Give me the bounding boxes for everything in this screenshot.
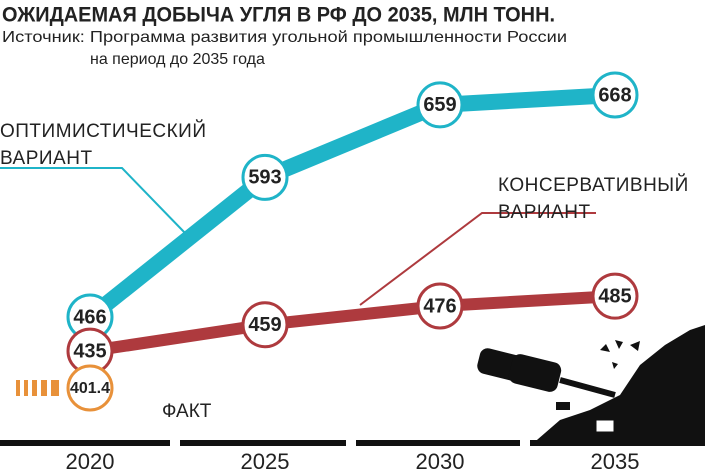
axis-bar <box>0 440 705 446</box>
chart-title: ОЖИДАЕМАЯ ДОБЫЧА УГЛЯ В РФ ДО 2035, МЛН … <box>2 4 555 27</box>
value-label: 593 <box>248 167 281 189</box>
value-label: 401.4 <box>70 380 110 397</box>
point-marker <box>66 364 114 412</box>
series-line <box>85 87 616 324</box>
fact-stripes <box>16 380 59 396</box>
legend-optimistic: ОПТИМИСТИЧЕСКИЙ ВАРИАНТ <box>0 121 207 169</box>
series-label: КОНСЕРВАТИВНЫЙ ВАРИАНТ <box>498 175 689 223</box>
value-label: 476 <box>423 295 456 317</box>
leader-line <box>359 212 596 306</box>
series-label: ФАКТ <box>162 401 212 422</box>
series-label: ОПТИМИСТИЧЕСКИЙ ВАРИАНТ <box>0 121 207 169</box>
value-label: 459 <box>248 314 281 336</box>
point-marker <box>416 282 464 330</box>
legend-conservative: КОНСЕРВАТИВНЫЙ ВАРИАНТ <box>498 175 689 223</box>
value-label: 435 <box>73 340 106 362</box>
source-line: Источник: Программа развития угольной пр… <box>2 29 567 46</box>
series-line <box>89 290 616 358</box>
value-label: 668 <box>598 84 631 106</box>
x-tick-label: 2025 <box>241 449 290 474</box>
mining-illustration <box>477 325 705 446</box>
point-marker <box>591 272 639 320</box>
point-marker <box>241 153 289 201</box>
value-label: 466 <box>73 306 106 328</box>
value-label: 659 <box>423 94 456 116</box>
point-marker <box>416 81 464 129</box>
x-tick-label: 2020 <box>66 449 115 474</box>
leader-line <box>0 167 187 235</box>
point-marker <box>241 301 289 349</box>
point-marker <box>591 71 639 119</box>
x-tick-label: 2035 <box>591 449 640 474</box>
source-line: на период до 2035 года <box>90 51 265 68</box>
x-tick-label: 2030 <box>416 449 465 474</box>
value-label: 485 <box>598 285 631 307</box>
